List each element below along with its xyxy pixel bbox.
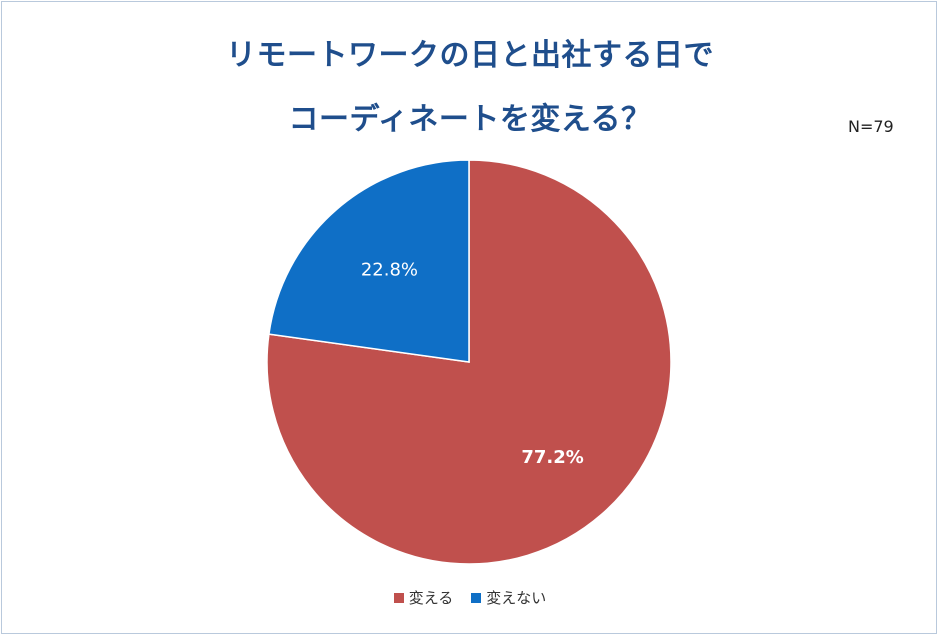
legend-label-change: 変える: [408, 589, 454, 607]
chart-title-line-1: リモートワークの日と出社する日で: [226, 38, 714, 73]
data-label-no-change: 22.8%: [361, 260, 418, 281]
legend: 変える 変えない: [0, 587, 940, 608]
slice-no-change: [268, 159, 470, 363]
legend-item-change: 変える: [393, 587, 454, 608]
legend-label-no-change: 変えない: [486, 589, 547, 607]
legend-swatch-no-change: [471, 592, 482, 603]
legend-swatch-change: [393, 592, 404, 603]
legend-item-no-change: 変えない: [471, 587, 546, 608]
data-label-change: 77.2%: [521, 447, 583, 468]
chart-title-line-2: コーディネートを変える？: [288, 102, 652, 137]
sample-size-label: N=79: [848, 117, 894, 136]
